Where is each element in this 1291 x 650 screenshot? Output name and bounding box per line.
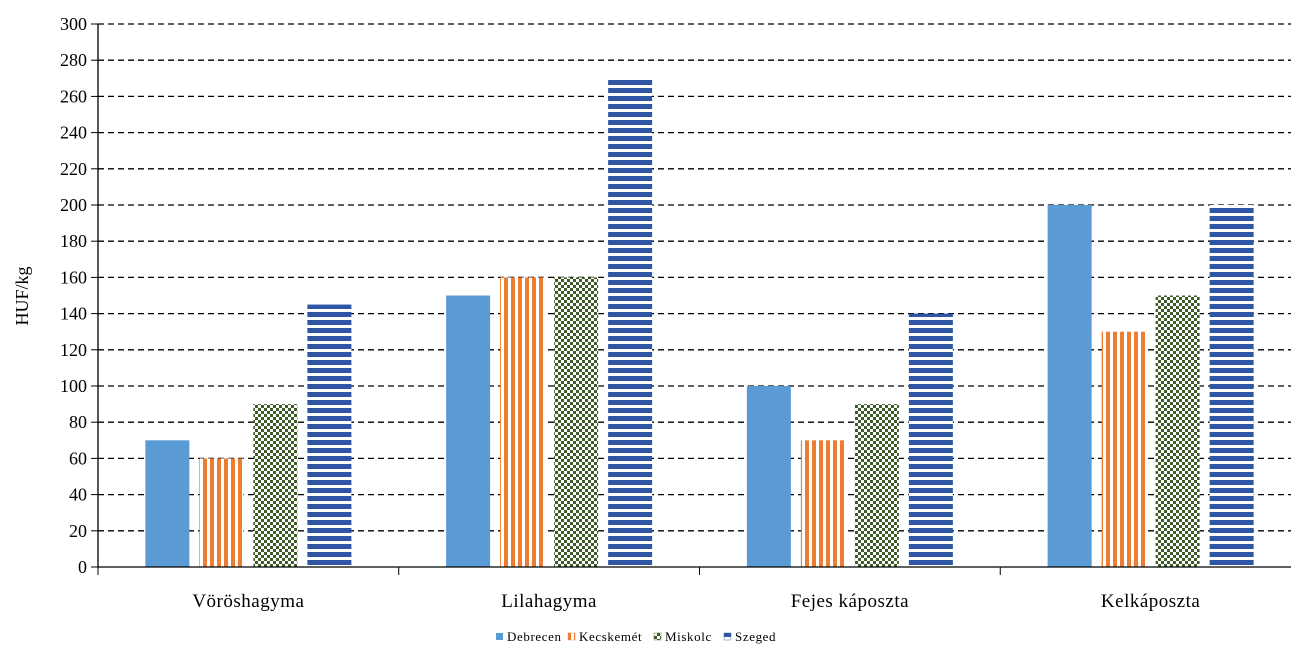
y-tick-label: 20 <box>69 521 87 541</box>
legend-swatch <box>567 632 576 641</box>
legend-swatch <box>723 632 732 641</box>
bar-miskolc-1 <box>253 404 298 567</box>
legend-label: Debrecen <box>507 629 562 644</box>
y-tick-label: 60 <box>69 448 87 468</box>
gridlines <box>98 23 1291 532</box>
y-tick-label: 240 <box>60 123 87 143</box>
y-tick-label: 300 <box>60 14 87 34</box>
bar-miskolc-3 <box>854 404 899 567</box>
legend-swatch <box>653 632 662 641</box>
bar-debrecen-3 <box>746 386 791 567</box>
legend-item-kecskemét: Kecskemét <box>567 629 642 644</box>
legend: Debrecen Kecskemét Miskolc Szeged <box>496 629 776 644</box>
y-tick-label: 100 <box>60 376 87 396</box>
bar-debrecen-4 <box>1047 205 1092 567</box>
legend-item-miskolc: Miskolc <box>653 629 712 644</box>
bar-kecskemét-4 <box>1101 331 1146 567</box>
bar-kecskemét-3 <box>800 440 845 567</box>
legend-label: Szeged <box>735 629 776 644</box>
y-tick-label: 140 <box>60 304 87 324</box>
tick-labels: 0 20 40 60 80 100 120 140 160 180 200 220 240 260 280 3… <box>60 14 1200 612</box>
legend-label: Miskolc <box>665 629 712 644</box>
y-tick-label: 220 <box>60 159 87 179</box>
y-tick-label: 180 <box>60 231 87 251</box>
bar-debrecen-1 <box>145 440 190 567</box>
y-tick-label: 280 <box>60 50 87 70</box>
y-tick-label: 160 <box>60 267 87 287</box>
y-tick-label: 40 <box>69 485 87 505</box>
legend-item-debrecen: Debrecen <box>496 629 562 644</box>
bar-miskolc-4 <box>1155 295 1200 567</box>
bar-debrecen-2 <box>446 295 491 567</box>
y-tick-label: 0 <box>78 557 87 577</box>
bar-szeged-1 <box>307 304 352 567</box>
x-category-label: Fejes káposzta <box>791 591 909 612</box>
bar-szeged-2 <box>608 78 653 568</box>
bars <box>145 78 1254 568</box>
x-category-label: Vöröshagyma <box>192 591 304 612</box>
legend-swatch <box>496 633 503 640</box>
legend-label: Kecskemét <box>579 629 642 644</box>
axes <box>91 23 1291 575</box>
bar-kecskemét-2 <box>500 277 545 567</box>
bar-szeged-4 <box>1209 205 1254 567</box>
y-axis-title: HUF/kg <box>12 266 32 325</box>
bar-szeged-3 <box>908 313 953 567</box>
x-category-label: Kelkáposzta <box>1101 591 1200 612</box>
y-tick-label: 260 <box>60 86 87 106</box>
x-category-label: Lilahagyma <box>501 591 597 612</box>
y-tick-label: 200 <box>60 195 87 215</box>
legend-item-szeged: Szeged <box>723 629 776 644</box>
y-tick-label: 120 <box>60 340 87 360</box>
y-tick-label: 80 <box>69 412 87 432</box>
bar-miskolc-2 <box>554 277 599 567</box>
bar-kecskemét-1 <box>199 458 244 567</box>
